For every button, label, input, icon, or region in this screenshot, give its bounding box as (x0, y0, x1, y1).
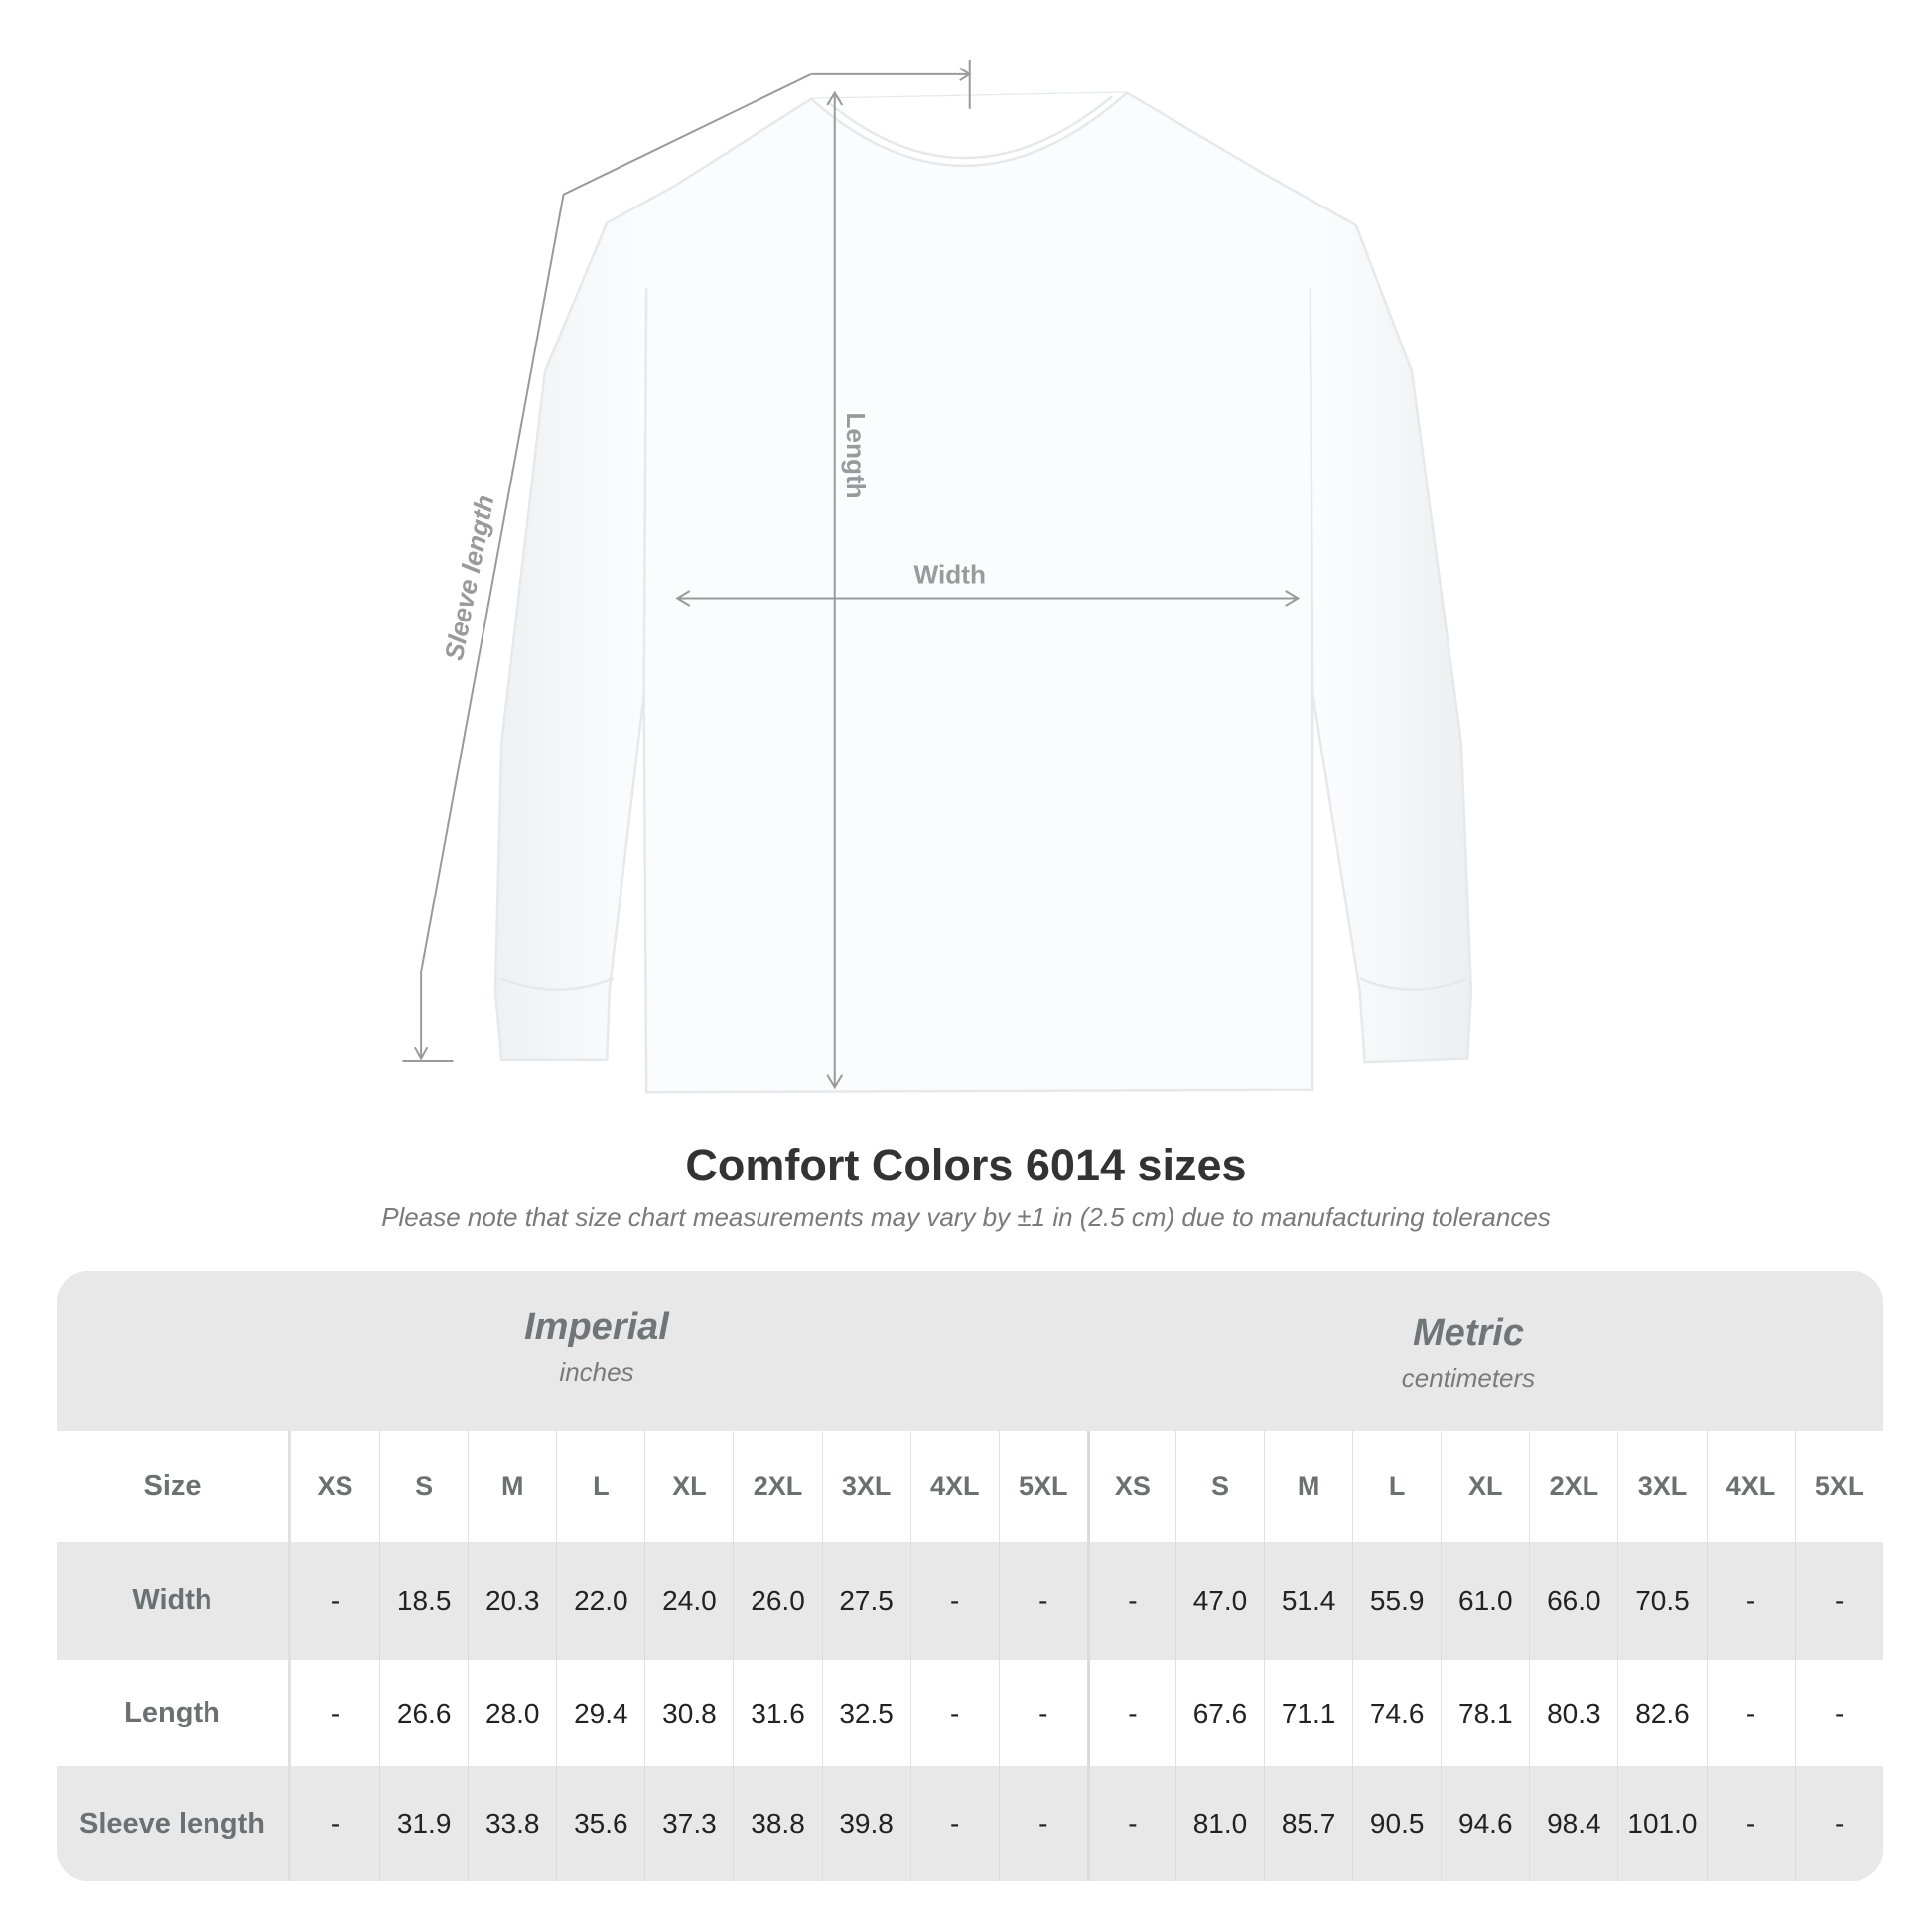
metric-value-cell: 71.1 (1264, 1660, 1352, 1766)
imperial-value-cell: 37.3 (644, 1766, 733, 1881)
size-table: Imperial inches Metric centimeters Size X… (57, 1271, 1883, 1881)
metric-value-cell: 81.0 (1174, 1766, 1264, 1881)
metric-value-cell: 94.6 (1441, 1766, 1529, 1881)
size-header-cell: 5XL (998, 1431, 1087, 1542)
metric-value-cell: - (1086, 1660, 1175, 1766)
sleeve-measure-line (402, 59, 971, 1063)
row-label: Length (57, 1660, 291, 1766)
imperial-value-cell: - (998, 1660, 1087, 1766)
metric-value-cell: - (1794, 1542, 1883, 1660)
imperial-value-cell: 31.6 (733, 1660, 821, 1766)
size-header-cell: L (1352, 1431, 1441, 1542)
metric-value-cell: 85.7 (1264, 1766, 1352, 1881)
metric-value-cell: - (1794, 1660, 1883, 1766)
imperial-value-cell: 35.6 (556, 1766, 644, 1881)
size-header-cell: L (556, 1431, 644, 1542)
metric-value-cell: 67.6 (1174, 1660, 1264, 1766)
imperial-value-cell: 22.0 (556, 1542, 644, 1660)
size-header-cell: S (1174, 1431, 1264, 1542)
size-header-cell: M (1264, 1431, 1352, 1542)
table-row: Sleeve length -31.9 33.8 35.6 37.3 38.8 39.8- -… (57, 1766, 1883, 1881)
size-header-cell: 3XL (1617, 1431, 1706, 1542)
size-header-cell: XL (1441, 1431, 1529, 1542)
imperial-value-cell: - (330, 1697, 341, 1728)
width-measure-line (675, 590, 1301, 607)
metric-value-cell: - (1794, 1766, 1883, 1881)
imperial-value-cell: 33.8 (468, 1766, 556, 1881)
imperial-value-cell: - (330, 1808, 341, 1839)
size-header-cell: 2XL (733, 1431, 821, 1542)
metric-value-cell: 74.6 (1352, 1660, 1441, 1766)
imperial-value-cell: 24.0 (644, 1542, 733, 1660)
metric-value-cell: - (1086, 1766, 1175, 1881)
metric-value-cell: 66.0 (1529, 1542, 1617, 1660)
imperial-value-cell: - (998, 1766, 1087, 1881)
imperial-value-cell: 26.6 (379, 1660, 468, 1766)
imperial-value-cell: 38.8 (733, 1766, 821, 1881)
imperial-value-cell: 39.8 (821, 1766, 910, 1881)
imperial-value-cell: 30.8 (644, 1660, 733, 1766)
metric-value-cell: 90.5 (1352, 1766, 1441, 1881)
imperial-value-cell: 32.5 (821, 1660, 910, 1766)
imperial-value-cell: - (909, 1660, 999, 1766)
metric-value-cell: 55.9 (1352, 1542, 1441, 1660)
table-row: Length -26.6 28.0 29.4 30.8 31.6 32.5- - -67.6 71… (57, 1660, 1883, 1766)
row-label: Size (57, 1431, 291, 1542)
tolerance-note: Please note that size chart measurements… (381, 1202, 1551, 1232)
metric-value-cell: 51.4 (1264, 1542, 1352, 1660)
imperial-header: Imperial inches (299, 1307, 895, 1388)
page-title: Comfort Colors 6014 sizes (685, 1140, 1247, 1190)
size-header-cell: 3XL (821, 1431, 910, 1542)
imperial-value-cell: 20.3 (468, 1542, 556, 1660)
metric-value-cell: 101.0 (1617, 1766, 1706, 1881)
length-label: Length (841, 412, 871, 498)
size-header-cell: S (379, 1431, 468, 1542)
metric-value-cell: 70.5 (1617, 1542, 1706, 1660)
metric-value-cell: - (1706, 1766, 1795, 1881)
imperial-value-cell: 31.9 (379, 1766, 468, 1881)
size-header-cell: XS (317, 1470, 353, 1501)
size-header-row: Size XS S M L XL 2XL 3XL 4XL 5XL XS S M L XL 2XL 3XL 4XL 5… (57, 1431, 1883, 1542)
table-row: Width -18.5 20.3 22.0 24.0 26.0 27.5- - -47.0 51.… (57, 1542, 1883, 1660)
imperial-value-cell: - (330, 1585, 341, 1616)
imperial-value-cell: 28.0 (468, 1660, 556, 1766)
size-header-cell: 2XL (1529, 1431, 1617, 1542)
metric-title: Metric (1413, 1312, 1524, 1354)
imperial-title: Imperial (524, 1307, 669, 1348)
imperial-value-cell: 27.5 (821, 1542, 910, 1660)
imperial-value-cell: 29.4 (556, 1660, 644, 1766)
row-label: Width (57, 1542, 291, 1660)
sleeve-length-label: Sleeve length (439, 492, 500, 662)
imperial-value-cell: 26.0 (733, 1542, 821, 1660)
metric-value-cell: 47.0 (1174, 1542, 1264, 1660)
unit-header: Imperial inches Metric centimeters (57, 1271, 1883, 1431)
size-header-cell: 4XL (909, 1431, 999, 1542)
size-header-cell: 4XL (1706, 1431, 1795, 1542)
size-header-cell: M (468, 1431, 556, 1542)
metric-value-cell: - (1086, 1542, 1175, 1660)
length-measure-line (826, 90, 844, 1090)
metric-value-cell: 80.3 (1529, 1660, 1617, 1766)
imperial-value-cell: 18.5 (379, 1542, 468, 1660)
imperial-value-cell: - (909, 1542, 999, 1660)
imperial-unit: inches (559, 1357, 634, 1387)
metric-value-cell: - (1706, 1542, 1795, 1660)
size-header-cell: XL (644, 1431, 733, 1542)
metric-value-cell: 78.1 (1441, 1660, 1529, 1766)
imperial-value-cell: - (909, 1766, 999, 1881)
size-header-cell: XS (1086, 1431, 1175, 1542)
imperial-value-cell: - (998, 1542, 1087, 1660)
metric-value-cell: 82.6 (1617, 1660, 1706, 1766)
width-label: Width (914, 560, 986, 590)
size-header-cell: 5XL (1794, 1431, 1883, 1542)
metric-value-cell: 61.0 (1441, 1542, 1529, 1660)
metric-header: Metric centimeters (1171, 1312, 1766, 1394)
metric-value-cell: - (1706, 1660, 1795, 1766)
shirt-image (493, 91, 1473, 1094)
row-label: Sleeve length (57, 1766, 291, 1881)
metric-value-cell: 98.4 (1529, 1766, 1617, 1881)
shirt-diagram: Length Width Sleeve length (402, 59, 1473, 1094)
metric-unit: centimeters (1401, 1363, 1536, 1393)
